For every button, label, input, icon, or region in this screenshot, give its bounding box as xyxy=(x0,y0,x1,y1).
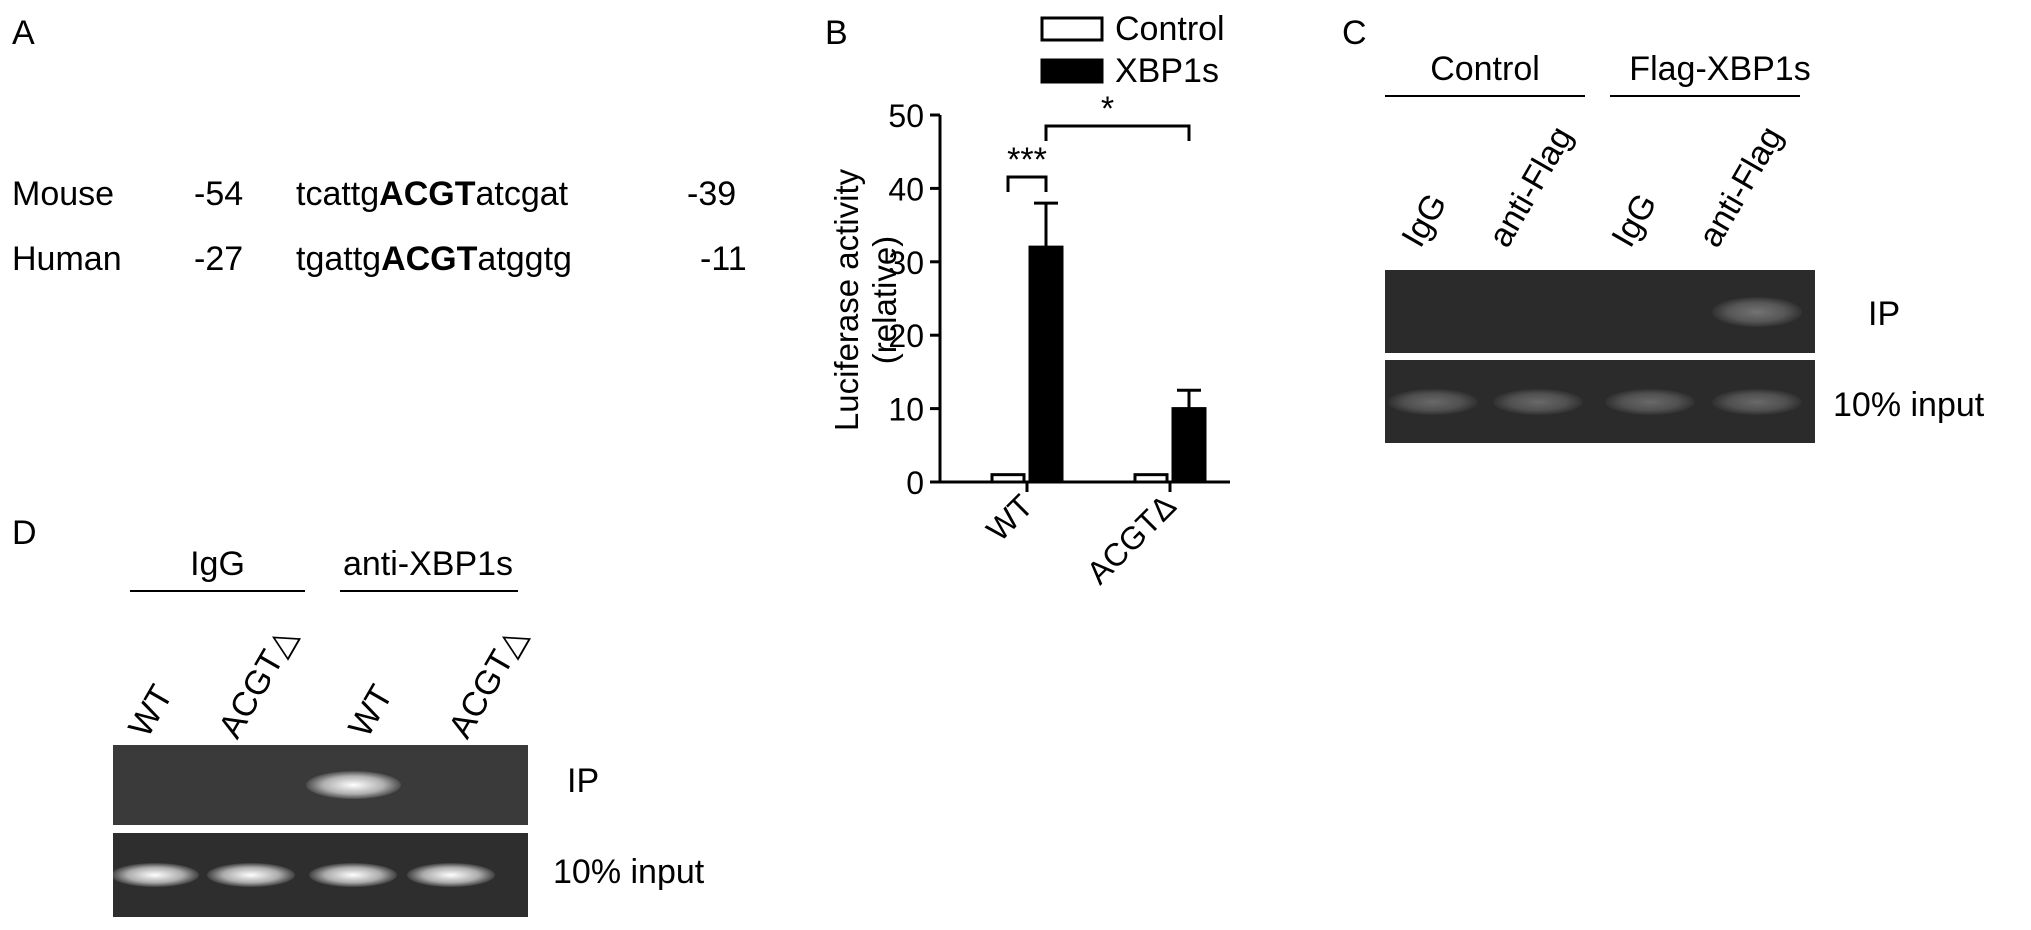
species-label: Human xyxy=(12,240,122,278)
group-label-anti-xbp1s: anti-XBP1s xyxy=(342,545,514,583)
legend-label-xbp1s: XBP1s xyxy=(1115,52,1219,90)
panel-d-label: D xyxy=(12,514,37,552)
y-tick-label: 0 xyxy=(906,465,924,501)
bar-xbp1s-acgt-delta xyxy=(1171,407,1207,484)
y-tick-label: 40 xyxy=(888,171,924,207)
significance-label: *** xyxy=(1007,141,1047,179)
end-position: -11 xyxy=(700,240,747,278)
gel-strip-ip xyxy=(1385,270,1815,353)
lane-label-acgt-delta: ACGT△ xyxy=(441,621,535,745)
input-band xyxy=(111,863,199,887)
gel-strip-input xyxy=(1385,360,1815,443)
acgt-motif: ACGT xyxy=(379,175,476,213)
y-tick-label: 20 xyxy=(888,318,924,354)
sequence-prefix: tgattg xyxy=(296,240,382,278)
panel-a-label: A xyxy=(12,14,35,52)
sequence-suffix: atcgat xyxy=(475,175,569,213)
input-band xyxy=(207,863,295,887)
end-position: -39 xyxy=(687,175,737,213)
input-band xyxy=(1605,388,1695,415)
row-label-input: 10% input xyxy=(553,853,705,891)
lane-label-wt: WT xyxy=(341,678,401,744)
legend-label-control: Control xyxy=(1115,10,1225,48)
acgt-motif: ACGT xyxy=(381,240,478,278)
bar-xbp1s-wt xyxy=(1028,245,1064,484)
group-label-control: Control xyxy=(1430,50,1540,88)
lane-label-igg: IgG xyxy=(1394,187,1455,254)
input-band xyxy=(1388,388,1478,415)
input-band xyxy=(309,863,397,887)
legend-swatch-control xyxy=(1040,16,1104,42)
lane-label-wt: WT xyxy=(121,678,181,744)
significance-bracket xyxy=(1006,175,1048,192)
input-band xyxy=(1712,388,1802,415)
start-position: -54 xyxy=(194,175,244,213)
row-label-ip: IP xyxy=(1868,295,1901,333)
row-label-ip: IP xyxy=(567,762,600,800)
lane-label-igg: IgG xyxy=(1604,187,1665,254)
start-position: -27 xyxy=(194,240,244,278)
sequence-row-human: Human -27 tgattgACGTatggtg -11 xyxy=(12,240,752,284)
sequence-suffix: atggtg xyxy=(477,240,572,278)
ip-band xyxy=(1712,296,1802,327)
sequence: tgattgACGTatggtg xyxy=(296,240,572,279)
lane-label-anti-flag: anti-Flag xyxy=(1481,119,1581,254)
group-rule-flag-xbp1s xyxy=(1610,95,1800,97)
group-label-igg: IgG xyxy=(190,545,245,583)
group-rule-control xyxy=(1385,95,1585,97)
bar-control-acgt-delta xyxy=(1133,473,1169,484)
bar-control-wt xyxy=(990,473,1026,484)
legend-swatch-xbp1s xyxy=(1040,58,1104,84)
y-tick-label: 50 xyxy=(888,98,924,134)
lane-label-anti-flag: anti-Flag xyxy=(1691,119,1791,254)
x-tick-label: WT xyxy=(979,487,1040,548)
lane-label-acgt-delta: ACGT△ xyxy=(211,621,305,745)
y-tick-label: 10 xyxy=(888,392,924,428)
y-axis-label-sub: (relative) xyxy=(866,236,903,364)
y-tick-label: 30 xyxy=(888,245,924,281)
y-axis-label: Luciferase activity xyxy=(828,168,865,431)
sequence: tcattgACGTatcgat xyxy=(296,175,568,214)
input-band xyxy=(407,863,495,887)
row-label-input: 10% input xyxy=(1833,386,1985,424)
group-rule-anti-xbp1s xyxy=(340,590,518,592)
group-label-flag-xbp1s: Flag-XBP1s xyxy=(1629,50,1811,88)
significance-bracket xyxy=(1044,124,1191,141)
panel-b-label: B xyxy=(825,14,848,52)
sequence-prefix: tcattg xyxy=(296,175,380,213)
species-label: Mouse xyxy=(12,175,115,213)
panel-c-label: C xyxy=(1342,14,1367,52)
ip-band xyxy=(305,771,401,799)
luciferase-bar-chart: 0 10 20 30 40 50 Luciferase activity (relative)… xyxy=(828,10,1230,591)
x-tick-label: ACGTΔ xyxy=(1080,487,1183,590)
group-rule-igg xyxy=(130,590,305,592)
gel-strip-ip xyxy=(113,745,528,825)
significance-label: * xyxy=(1101,90,1114,128)
sequence-row-mouse: Mouse -54 tcattgACGTatcgat -39 xyxy=(12,175,752,219)
input-band xyxy=(1493,388,1583,415)
gel-strip-input xyxy=(111,833,528,917)
